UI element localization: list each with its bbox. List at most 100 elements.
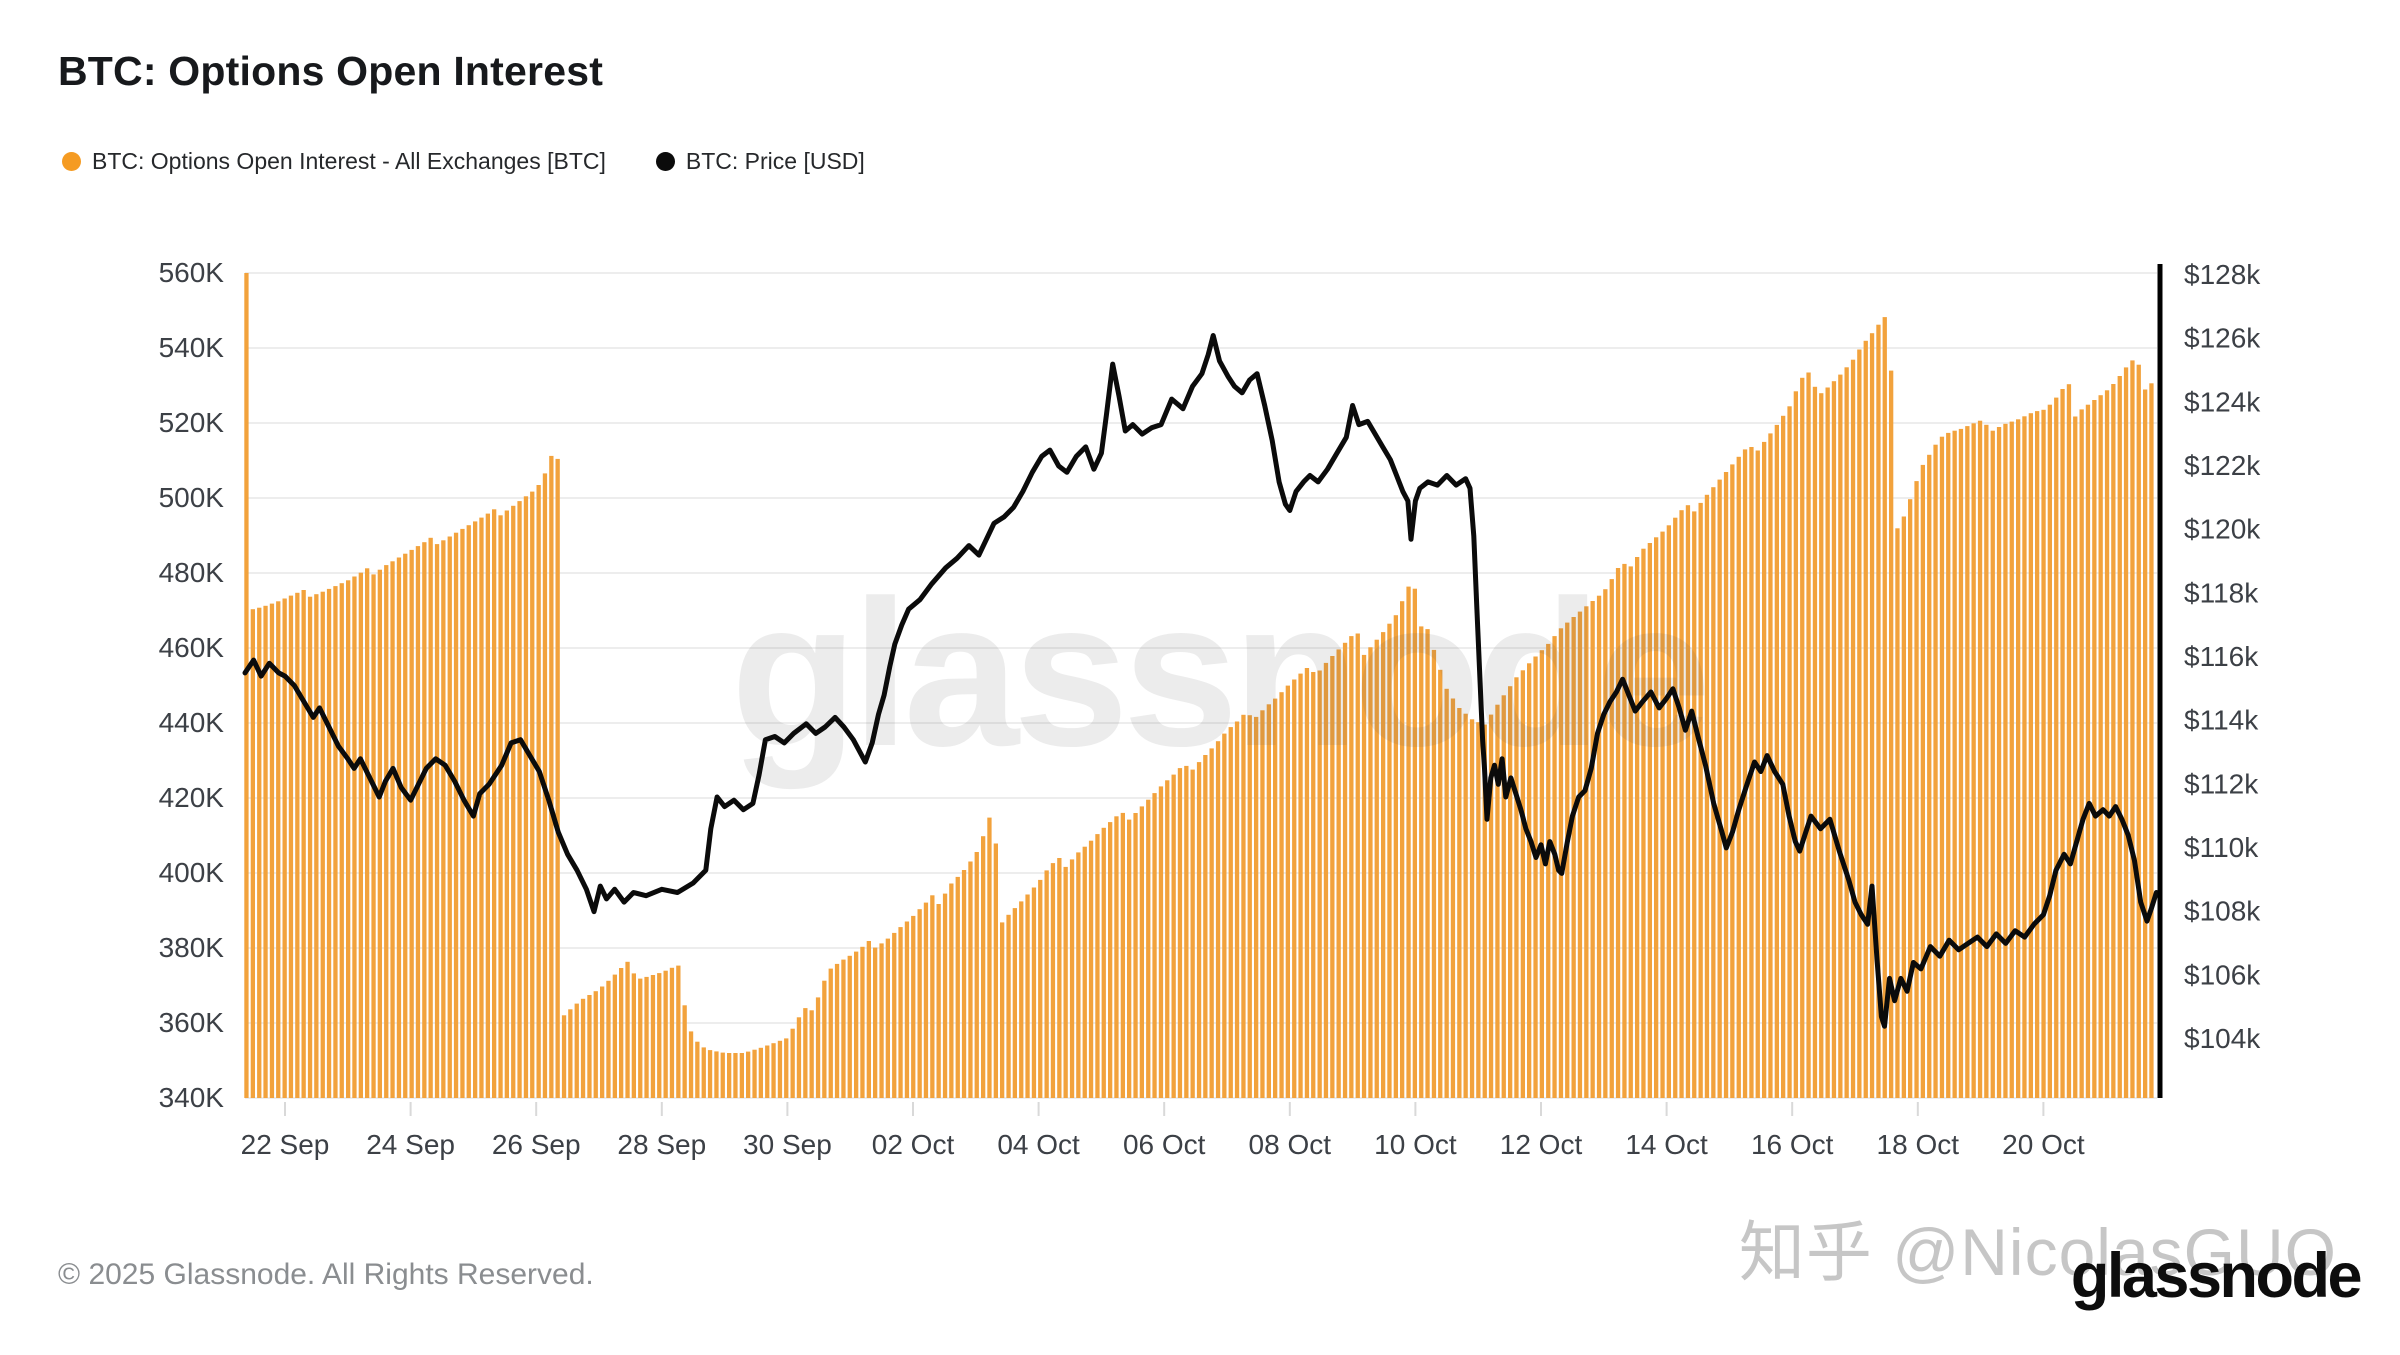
right-axis-tick-label: $116k	[2184, 641, 2259, 672]
oi-bar	[892, 932, 897, 1098]
oi-bar	[288, 595, 294, 1098]
oi-bar	[511, 505, 516, 1098]
oi-bar	[1476, 722, 1481, 1098]
oi-bar	[1050, 863, 1056, 1098]
left-axis-tick-label: 420K	[159, 782, 225, 813]
oi-bar	[1984, 424, 1989, 1098]
oi-bar	[1781, 415, 1786, 1098]
oi-bar	[1000, 922, 1005, 1098]
oi-bar	[1463, 713, 1468, 1098]
oi-bar	[1419, 626, 1424, 1098]
oi-bar	[650, 975, 656, 1098]
x-axis-tick-label: 26 Sep	[492, 1129, 581, 1160]
oi-bar	[1838, 374, 1843, 1099]
oi-bar	[1368, 647, 1373, 1098]
oi-bar	[1508, 686, 1513, 1098]
legend: BTC: Options Open Interest - All Exchang…	[62, 148, 865, 175]
oi-bar	[955, 876, 960, 1098]
oi-bar	[1635, 557, 1640, 1098]
oi-bar	[561, 1015, 567, 1098]
oi-bar	[1787, 406, 1792, 1098]
oi-bar	[1158, 786, 1164, 1098]
oi-bar	[885, 938, 890, 1098]
oi-bar	[1825, 387, 1830, 1098]
oi-bar	[949, 883, 954, 1098]
oi-bar	[1393, 615, 1398, 1098]
legend-item-price[interactable]: BTC: Price [USD]	[655, 148, 865, 175]
right-axis-tick-label: $110k	[2184, 832, 2259, 863]
right-axis-tick-label: $106k	[2184, 959, 2261, 990]
glassnode-logo: glassnode	[2070, 1241, 2363, 1311]
oi-bar	[961, 870, 967, 1098]
oi-bar	[244, 273, 249, 1098]
legend-item-open-interest[interactable]: BTC: Options Open Interest - All Exchang…	[62, 148, 606, 175]
oi-bar	[409, 549, 414, 1098]
oi-bar	[377, 569, 382, 1098]
branding-zone: 知乎 @NicolasGUO glassnode	[1500, 1150, 2400, 1350]
oi-bar	[1488, 714, 1494, 1098]
oi-bar	[447, 536, 452, 1098]
oi-bar	[942, 893, 948, 1098]
oi-bar	[790, 1028, 795, 1098]
oi-bar	[1742, 449, 1748, 1098]
oi-bar	[981, 836, 986, 1098]
x-axis-tick-label: 12 Oct	[1500, 1129, 1583, 1160]
oi-bar	[1596, 595, 1602, 1098]
oi-bar	[1673, 517, 1678, 1098]
oi-bar	[2022, 416, 2027, 1098]
left-axis-tick-label: 540K	[159, 332, 225, 363]
oi-bar	[1996, 427, 2002, 1098]
oi-bar	[1685, 505, 1691, 1098]
oi-bar	[1895, 528, 1900, 1098]
oi-bar	[498, 515, 503, 1098]
oi-bar	[1692, 511, 1697, 1098]
oi-bar	[1400, 601, 1405, 1098]
oi-bar	[1882, 317, 1887, 1099]
oi-bar	[1577, 611, 1583, 1098]
oi-bar	[1273, 698, 1278, 1098]
oi-bar	[250, 609, 255, 1098]
oi-bar	[1660, 531, 1665, 1098]
oi-bar	[873, 947, 878, 1098]
oi-bar	[1857, 349, 1862, 1098]
oi-bar	[2009, 421, 2014, 1099]
oi-bar	[1076, 852, 1081, 1098]
oi-bar	[1546, 643, 1551, 1098]
oi-bar	[739, 1053, 744, 1098]
oi-bar	[822, 980, 827, 1098]
oi-bar	[974, 852, 979, 1098]
oi-bar	[1304, 668, 1310, 1098]
oi-bar	[593, 991, 598, 1098]
oi-bar	[1539, 650, 1544, 1098]
left-axis-tick-label: 480K	[159, 557, 225, 588]
oi-bar	[1088, 840, 1094, 1098]
oi-bar	[365, 568, 370, 1098]
oi-bar	[1622, 563, 1627, 1098]
oi-bar	[2111, 384, 2116, 1098]
oi-bar	[1965, 426, 1970, 1099]
oi-bar	[1311, 672, 1316, 1098]
oi-bar	[923, 902, 929, 1098]
right-axis-tick-label: $108k	[2184, 896, 2261, 927]
oi-bar	[1990, 430, 1995, 1098]
oi-bar	[815, 997, 821, 1098]
oi-bar	[453, 532, 459, 1098]
right-axis-tick-label: $122k	[2184, 450, 2261, 481]
oi-bar	[1609, 579, 1614, 1098]
oi-bar	[1342, 642, 1348, 1098]
oi-bar	[460, 528, 465, 1098]
oi-bar	[352, 576, 357, 1098]
left-axis-tick-label: 380K	[159, 932, 225, 963]
oi-bar	[1831, 381, 1837, 1098]
oi-bar	[1666, 525, 1671, 1098]
oi-bar	[612, 974, 617, 1098]
oi-bar	[1057, 858, 1062, 1098]
oi-bar	[1323, 662, 1329, 1098]
oi-bar	[1082, 846, 1087, 1098]
x-axis-tick-label: 14 Oct	[1625, 1129, 1708, 1160]
oi-bar	[1457, 708, 1462, 1098]
x-axis-tick-label: 18 Oct	[1877, 1129, 1960, 1160]
oi-bar	[1514, 677, 1519, 1098]
